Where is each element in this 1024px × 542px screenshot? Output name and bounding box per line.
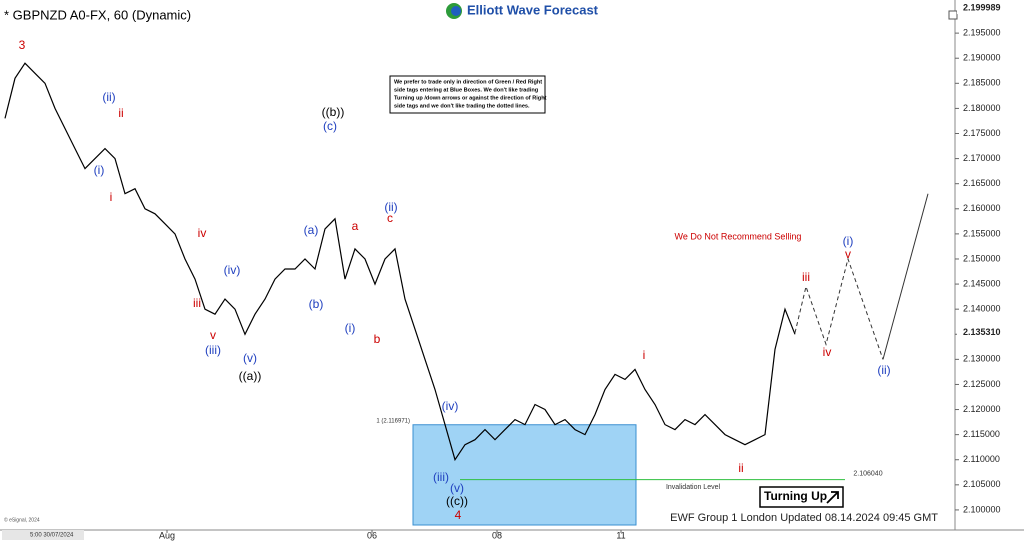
wave-label: (ii) [102, 90, 115, 104]
wave-label: iii [802, 270, 810, 284]
turning-up: Turning Up [759, 486, 844, 508]
y-tick-label: 2.185000 [963, 78, 1001, 88]
settings-icon [948, 10, 958, 20]
chart-title: * GBPNZD A0-FX, 60 (Dynamic) [4, 7, 191, 22]
start-date: 5:00 30/07/2024 [30, 533, 74, 539]
wave-label: ii [118, 106, 123, 120]
wave-label: 4 [455, 508, 462, 522]
x-tick-label: Aug [159, 530, 175, 540]
wave-label: (iii) [433, 470, 449, 484]
wave-label: (c) [323, 119, 337, 133]
wave-label: (v) [450, 481, 464, 495]
wave-label: (i) [843, 234, 854, 248]
note-frame [389, 75, 546, 114]
x-tick-label: 08 [492, 530, 502, 540]
wave-label: c [387, 211, 393, 225]
wave-label: v [845, 247, 851, 261]
price-flag [957, 2, 1023, 15]
turning-frame [759, 486, 844, 508]
box-level-label: 1 (2.116971) [376, 418, 410, 424]
wave-label: a [352, 219, 359, 233]
price-line [4, 62, 796, 462]
projection-solid [882, 193, 929, 360]
y-tick-label: 2.125000 [963, 379, 1001, 389]
invalidation-value: 2.106040 [853, 470, 882, 477]
y-tick-label: 2.160000 [963, 203, 1001, 213]
y-tick-label: 2.110000 [963, 454, 1000, 464]
wave-label: (i) [94, 163, 105, 177]
wave-label: (ii) [877, 363, 890, 377]
invalidation-label: Invalidation Level [666, 484, 721, 491]
wave-label: (iv) [224, 263, 241, 277]
y-tick-label: 2.105000 [963, 479, 1001, 489]
price-flag-label: 2.199989 [963, 2, 1001, 12]
y-tick-label: 2.100000 [963, 504, 1001, 514]
wave-label: (a) [304, 223, 319, 237]
y-tick-label: 2.120000 [963, 404, 1001, 414]
note-line: side tags entering at Blue Boxes. We don… [394, 87, 539, 93]
y-tick-label: 2.115000 [963, 429, 1000, 439]
date-box [2, 530, 84, 540]
logo-text: Elliott Wave Forecast [467, 2, 599, 17]
wave-label: ((a)) [239, 369, 262, 383]
note-line: side tags and we don't like trading the … [394, 103, 530, 109]
note-box: We prefer to trade only in direction of … [389, 75, 547, 114]
footer: EWF Group 1 London Updated 08.14.2024 09… [670, 512, 938, 524]
price-flag-label: 2.135310 [963, 327, 1001, 337]
turning-arrow [826, 491, 839, 504]
warning: We Do Not Recommend Selling [675, 231, 802, 241]
wave-label: 3 [19, 38, 26, 52]
wave-label: ((c)) [446, 494, 468, 508]
logo: Elliott Wave Forecast [440, 0, 608, 22]
note-line: We prefer to trade only in direction of … [394, 79, 542, 85]
y-tick-label: 2.130000 [963, 354, 1001, 364]
wave-label: iii [193, 296, 201, 310]
wave-label: (i) [345, 321, 356, 335]
wave-label: i [110, 190, 113, 204]
wave-label: (iv) [442, 399, 459, 413]
y-tick-label: 2.195000 [963, 28, 1001, 38]
y-tick-label: 2.190000 [963, 53, 1001, 63]
wave-label: v [210, 328, 216, 342]
wave-label: ii [738, 461, 743, 475]
wave-label: iv [823, 345, 832, 359]
wave-label: (ii) [384, 200, 397, 214]
wave-label: iv [198, 226, 207, 240]
wave-label: i [643, 348, 646, 362]
y-tick-label: 2.145000 [963, 278, 1001, 288]
x-tick-label: 11 [616, 530, 625, 540]
wave-label: b [374, 332, 381, 346]
y-tick-label: 2.155000 [963, 228, 1001, 238]
projection-dashed [794, 257, 884, 360]
y-tick-label: 2.180000 [963, 103, 1001, 113]
wave-label: (iii) [205, 343, 221, 357]
turning-text: Turning Up [764, 489, 827, 503]
wave-label: (v) [243, 351, 257, 365]
y-tick-label: 2.165000 [963, 178, 1001, 188]
wave-label: (b) [309, 297, 324, 311]
wave-label: ((b)) [322, 105, 345, 119]
logo-icon [451, 6, 461, 16]
y-tick-label: 2.150000 [963, 253, 1001, 263]
y-tick-label: 2.140000 [963, 304, 1001, 314]
y-tick-label: 2.170000 [963, 153, 1001, 163]
price-flag [957, 326, 1023, 339]
x-tick-label: 06 [367, 530, 377, 540]
note-line: Turning up /down arrows or against the d… [394, 95, 547, 101]
logo-bg [440, 0, 608, 22]
y-tick-label: 2.175000 [963, 128, 1001, 138]
copyright: © eSignal, 2024 [4, 516, 40, 523]
